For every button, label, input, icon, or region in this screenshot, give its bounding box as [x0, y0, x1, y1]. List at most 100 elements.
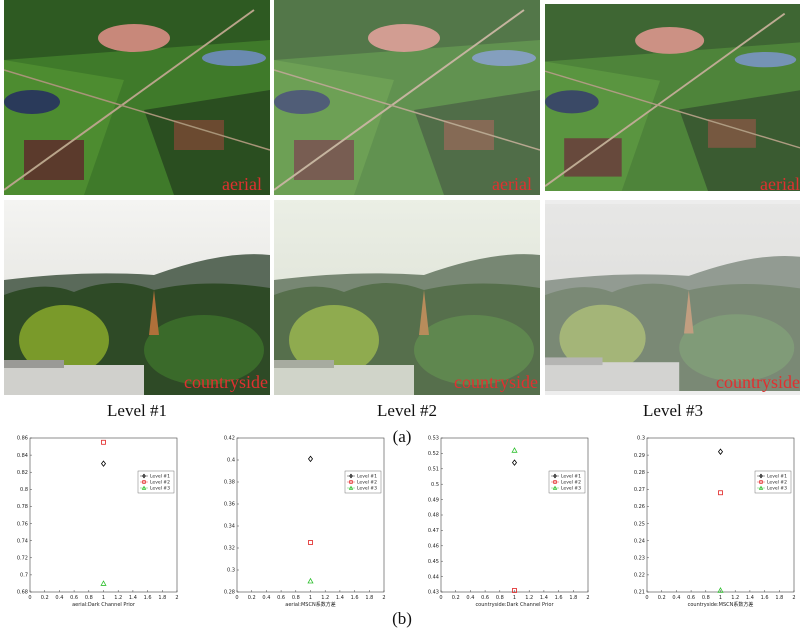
y-tick-label: 0.7 [20, 573, 28, 579]
y-tick-label: 0.74 [17, 538, 28, 544]
legend-label: Level #2 [767, 480, 787, 486]
y-tick-label: 0.34 [224, 524, 235, 530]
image-label: aerial [492, 174, 532, 194]
x-tick-label: 0.8 [85, 595, 93, 601]
x-tick-label: 1 [309, 595, 312, 601]
y-tick-label: 0.48 [428, 513, 439, 519]
x-tick-label: 0.6 [277, 595, 285, 601]
y-tick-label: 0.44 [428, 574, 439, 580]
legend-label: Level #1 [767, 474, 787, 480]
x-tick-label: 1.2 [114, 595, 122, 601]
x-axis-label: aerial:MSCN系数方差 [285, 601, 335, 608]
x-tick-label: 0.2 [658, 595, 666, 601]
x-tick-label: 1.6 [144, 595, 152, 601]
y-tick-label: 0.46 [428, 544, 439, 550]
caption: (a) [393, 427, 412, 446]
image-label: countryside [716, 372, 800, 392]
x-tick-label: 2 [175, 595, 178, 601]
y-tick-label: 0.47 [428, 528, 439, 534]
y-tick-label: 0.72 [17, 555, 28, 561]
legend-label: Level #3 [357, 486, 377, 492]
y-tick-label: 0.52 [428, 451, 439, 457]
x-tick-label: 0.6 [481, 595, 489, 601]
x-tick-label: 1.4 [746, 595, 754, 601]
x-tick-label: 0.6 [70, 595, 78, 601]
x-tick-label: 1.2 [731, 595, 739, 601]
y-tick-label: 0.28 [224, 590, 235, 596]
y-tick-label: 0.4 [227, 458, 235, 464]
y-tick-label: 0.21 [634, 590, 645, 596]
y-tick-label: 0.45 [428, 559, 439, 565]
x-tick-label: 0 [235, 595, 238, 601]
x-tick-label: 1.8 [158, 595, 166, 601]
haze [274, 200, 540, 395]
y-tick-label: 0.38 [224, 480, 235, 486]
level-label: Level #2 [377, 401, 437, 420]
level-label: Level #3 [643, 401, 703, 420]
y-tick-label: 0.27 [634, 487, 645, 493]
x-tick-label: 0.4 [672, 595, 680, 601]
y-tick-label: 0.84 [17, 453, 28, 459]
y-tick-label: 0.82 [17, 470, 28, 476]
x-axis-label: countryside:MSCN系数方差 [688, 601, 754, 608]
x-tick-label: 1.6 [555, 595, 563, 601]
x-axis-label: aerial:Dark Channel Prior [72, 602, 136, 608]
x-tick-label: 1.4 [129, 595, 137, 601]
y-tick-label: 0.28 [634, 470, 645, 476]
legend-label: Level #2 [150, 480, 170, 486]
haze [274, 0, 540, 195]
legend-label: Level #3 [150, 486, 170, 492]
x-axis-label: countryside:Dark Channel Prior [475, 602, 554, 608]
x-tick-label: 1 [513, 595, 516, 601]
x-tick-label: 1.4 [540, 595, 548, 601]
x-tick-label: 1.8 [775, 595, 783, 601]
image-label: countryside [184, 372, 268, 392]
x-tick-label: 0.8 [496, 595, 504, 601]
x-tick-label: 1.8 [365, 595, 373, 601]
x-tick-label: 0.8 [292, 595, 300, 601]
image-label: aerial [760, 174, 800, 194]
legend-label: Level #3 [767, 486, 787, 492]
level-label: Level #1 [107, 401, 167, 420]
figure: aerial aerial aerial countryside country… [0, 0, 800, 631]
y-tick-label: 0.78 [17, 504, 28, 510]
image-label: countryside [454, 372, 538, 392]
x-tick-label: 0 [28, 595, 31, 601]
y-tick-label: 0.25 [634, 521, 645, 527]
haze [545, 0, 800, 195]
caption: (b) [392, 609, 412, 628]
x-tick-label: 1.8 [569, 595, 577, 601]
x-tick-label: 0.2 [452, 595, 460, 601]
x-tick-label: 2 [382, 595, 385, 601]
x-tick-label: 1.2 [525, 595, 533, 601]
y-tick-label: 0.3 [227, 568, 235, 574]
y-tick-label: 0.3 [637, 436, 645, 442]
x-tick-label: 1.2 [321, 595, 329, 601]
y-tick-label: 0.76 [17, 521, 28, 527]
y-tick-label: 0.42 [224, 436, 235, 442]
legend-label: Level #1 [561, 474, 581, 480]
legend-label: Level #3 [561, 486, 581, 492]
y-tick-label: 0.43 [428, 590, 439, 596]
x-tick-label: 1 [102, 595, 105, 601]
y-tick-label: 0.26 [634, 504, 645, 510]
plot-frame [441, 438, 588, 592]
x-tick-label: 0.2 [248, 595, 256, 601]
y-tick-label: 0.8 [20, 487, 28, 493]
x-tick-label: 0.8 [702, 595, 710, 601]
y-tick-label: 0.53 [428, 436, 439, 442]
legend-label: Level #2 [357, 480, 377, 486]
y-tick-label: 0.23 [634, 555, 645, 561]
y-tick-label: 0.29 [634, 453, 645, 459]
x-tick-label: 0 [645, 595, 648, 601]
y-tick-label: 0.5 [431, 482, 439, 488]
x-tick-label: 1.4 [336, 595, 344, 601]
plot-frame [647, 438, 794, 592]
y-tick-label: 0.24 [634, 538, 645, 544]
x-tick-label: 2 [586, 595, 589, 601]
x-tick-label: 1.6 [761, 595, 769, 601]
x-tick-label: 1 [719, 595, 722, 601]
x-tick-label: 2 [792, 595, 795, 601]
legend-label: Level #2 [561, 480, 581, 486]
x-tick-label: 0 [439, 595, 442, 601]
